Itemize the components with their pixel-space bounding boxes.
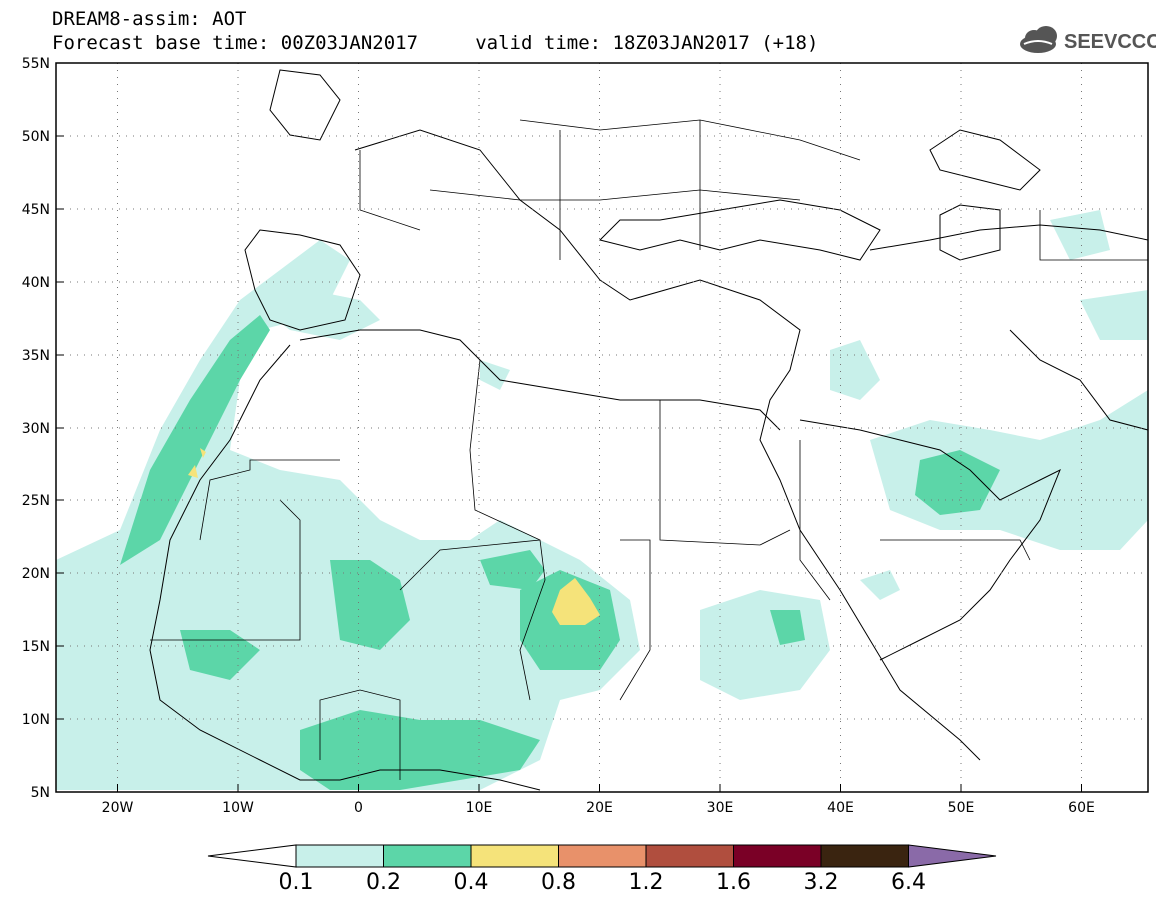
lat-label: 25N <box>22 493 50 509</box>
map-title: DREAM8-assim: AOT <box>52 8 247 30</box>
colorbar-segment <box>383 844 472 868</box>
lat-label: 15N <box>22 639 50 655</box>
lat-label: 35N <box>22 348 50 364</box>
country-borders <box>150 119 1148 780</box>
lon-label: 30E <box>707 800 734 816</box>
colorbar-segment <box>733 844 822 868</box>
seevccc-logo: SEEVCCC <box>1020 26 1156 53</box>
lon-label: 60E <box>1068 800 1095 816</box>
colorbar-label: 0.4 <box>453 870 489 895</box>
colorbar <box>207 844 997 868</box>
aot-fields <box>56 210 1148 790</box>
lat-label: 55N <box>22 56 50 72</box>
lat-label: 5N <box>31 785 50 801</box>
colorbar-label: 6.4 <box>891 870 926 895</box>
lon-label: 0 <box>354 800 363 816</box>
lat-label: 30N <box>22 421 50 437</box>
colorbar-label: 1.6 <box>716 870 751 895</box>
lon-label: 10E <box>466 800 493 816</box>
lon-label: 10W <box>222 800 254 816</box>
lon-label: 20W <box>102 800 134 816</box>
colorbar-segment <box>645 844 734 868</box>
map-subtitle-times: Forecast base time: 00Z03JAN2017 valid t… <box>52 32 819 54</box>
lat-label: 20N <box>22 566 50 582</box>
lon-label: 40E <box>827 800 854 816</box>
lat-label: 10N <box>22 712 50 728</box>
colorbar-label: 1.2 <box>628 870 664 895</box>
colorbar-segment <box>558 844 647 868</box>
colorbar-label: 0.8 <box>541 870 576 895</box>
lon-label: 50E <box>948 800 975 816</box>
colorbar-segment <box>295 844 384 868</box>
colorbar-segment <box>820 844 909 868</box>
lat-label: 40N <box>22 275 50 291</box>
lat-label: 50N <box>22 129 50 145</box>
coastlines <box>149 69 1149 791</box>
logo-text: SEEVCCC <box>1064 31 1156 53</box>
colorbar-label: 0.2 <box>366 870 401 895</box>
lat-label: 45N <box>22 202 50 218</box>
colorbar-label: 0.1 <box>278 870 314 895</box>
cloud-icon <box>1020 26 1057 53</box>
colorbar-segment <box>207 844 297 868</box>
tick-marks <box>56 62 1082 792</box>
lon-label: 20E <box>586 800 613 816</box>
longitude-labels: 20W 10W 0 10E 20E 30E 40E 50E 60E <box>102 800 1095 816</box>
colorbar-segment <box>470 844 559 868</box>
colorbar-segment <box>908 844 997 868</box>
graticule <box>56 63 1148 792</box>
colorbar-label: 3.2 <box>803 870 839 895</box>
latitude-labels: 55N 50N 45N 40N 35N 30N 25N 20N 15N 10N … <box>22 56 50 801</box>
